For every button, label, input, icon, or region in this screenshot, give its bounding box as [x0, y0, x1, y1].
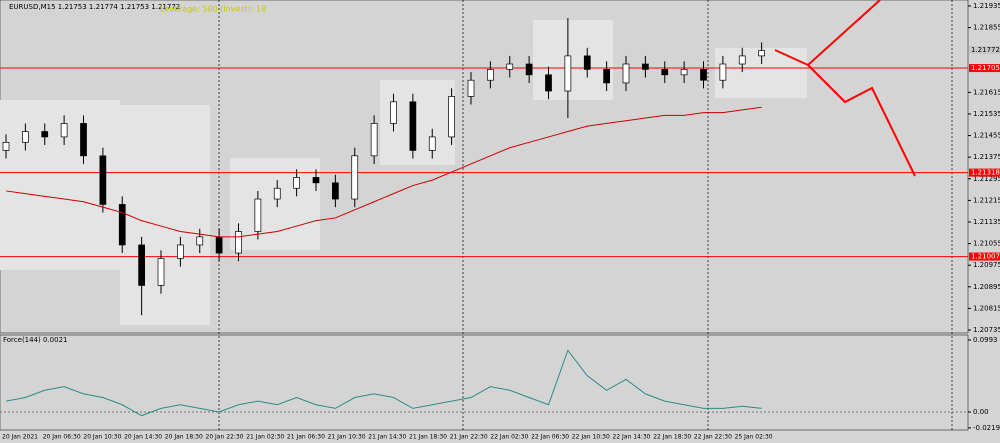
candle-body [409, 101, 417, 151]
candle-body [467, 79, 475, 97]
y-tick-label: 1.20975 [973, 261, 1000, 269]
x-tick-label: 20 Jan 22:30 [206, 434, 244, 441]
y-tick-label: 1.21535 [973, 110, 1000, 118]
annotation: Leverage: 500 (Invest): 18 [160, 5, 266, 14]
candle-body [332, 182, 339, 200]
y-tick-label: 1.21615 [973, 88, 1000, 96]
session-box [533, 20, 613, 100]
candle-body [312, 177, 320, 184]
candle-body [487, 69, 494, 81]
session-box [120, 105, 210, 325]
candle-body [196, 236, 204, 246]
candle-body [157, 258, 165, 286]
candle-body [506, 63, 514, 70]
price-label: 1.21318 [971, 169, 1000, 177]
y-tick-label: 1.21215 [973, 196, 1000, 204]
session-box [230, 158, 320, 250]
x-tick-label: 20 Jan 06:30 [43, 434, 81, 441]
candle-body [525, 63, 533, 76]
candle-body [545, 74, 552, 92]
candle-body [99, 155, 107, 205]
session-boxes [0, 20, 807, 325]
x-tick-label: 25 Jan 02:30 [735, 434, 773, 441]
candle-body [700, 69, 707, 81]
candle-body [22, 131, 29, 143]
x-tick-label: 20 Jan 10:30 [83, 434, 121, 441]
moving-average [5, 106, 762, 238]
x-tick-label: 21 Jan 06:30 [287, 434, 325, 441]
candle-body [215, 236, 223, 254]
candle-body [273, 187, 281, 200]
price-label-box [969, 252, 1000, 261]
candle-body [254, 198, 262, 232]
price-label-box [969, 168, 1000, 177]
candle-body [235, 231, 242, 254]
price-label-box [969, 45, 1000, 54]
y-tick-label: 1.21055 [973, 240, 1000, 248]
candle-body [2, 141, 10, 151]
candle-body [351, 155, 359, 200]
candle-body [564, 55, 572, 92]
candle-body [41, 131, 49, 138]
candle-body [661, 69, 669, 76]
candle-body [370, 123, 378, 157]
x-tick-label: 20 Jan 18:30 [165, 434, 203, 441]
y-tick-label: 1.21295 [973, 175, 1000, 183]
chart-title: EURUSD,M15 1.21753 1.21774 1.21753 1.217… [9, 3, 180, 11]
indicator-y-tick-label: -0.0219 [973, 424, 1000, 432]
candle-body [138, 244, 145, 286]
candle-body [448, 96, 455, 138]
x-tick-label: 20 Jan 14:30 [124, 434, 162, 441]
y-tick-label: 1.21855 [973, 24, 1000, 32]
y-tick-label: 1.21135 [973, 218, 1000, 226]
price-label: 1.21705 [971, 64, 1000, 72]
y-tick-label: 1.20895 [973, 283, 1000, 291]
indicator-y-tick-label: 0.00 [973, 408, 989, 416]
candle-body [680, 69, 688, 76]
x-tick-label: 22 Jan 22:30 [694, 434, 732, 441]
x-tick-label: 22 Jan 06:30 [531, 434, 569, 441]
candle-body [428, 136, 436, 151]
x-tick-label: 21 Jan 02:30 [246, 434, 284, 441]
y-tick-label: 1.21375 [973, 153, 1000, 161]
candle-body [642, 63, 649, 70]
candle-body [118, 204, 126, 246]
projection-arrow [807, 64, 916, 177]
x-tick-label: 21 Jan 22:30 [450, 434, 488, 441]
indicator-y-tick-label: 0.0993 [973, 336, 998, 344]
force-line [5, 349, 762, 417]
x-tick-label: 22 Jan 18:30 [653, 434, 691, 441]
price-label: 1.21007 [971, 253, 1000, 261]
candle-body [80, 123, 87, 157]
x-tick-label: 21 Jan 10:30 [328, 434, 366, 441]
candle-body [390, 101, 397, 124]
candle-body [719, 63, 727, 81]
indicator-title: Force(144) 0.0021 [3, 336, 67, 344]
x-tick-label: 22 Jan 02:30 [490, 434, 528, 441]
x-tick-label: 21 Jan 14:30 [368, 434, 406, 441]
candle-body [603, 69, 610, 84]
y-tick-label: 1.21935 [973, 2, 1000, 10]
session-box [715, 48, 807, 98]
candle-body [177, 244, 184, 259]
candle-body [60, 123, 68, 138]
y-tick-label: 1.20735 [973, 326, 1000, 334]
y-tick-label: 1.20815 [973, 304, 1000, 312]
x-tick-label: 20 Jan 2021 [2, 434, 38, 441]
candle-body [758, 50, 765, 57]
price-label: 1.21772 [971, 46, 1000, 54]
price-label-box [969, 64, 1000, 73]
candle-body [622, 63, 630, 84]
x-tick-label: 21 Jan 18:30 [409, 434, 447, 441]
x-tick-label: 22 Jan 10:30 [572, 434, 610, 441]
x-tick-label: 22 Jan 14:30 [613, 434, 651, 441]
candle-body [583, 55, 591, 70]
candle-body [738, 55, 746, 65]
indicator-panel [0, 334, 969, 431]
candle-body [293, 177, 300, 189]
y-tick-label: 1.21455 [973, 132, 1000, 140]
